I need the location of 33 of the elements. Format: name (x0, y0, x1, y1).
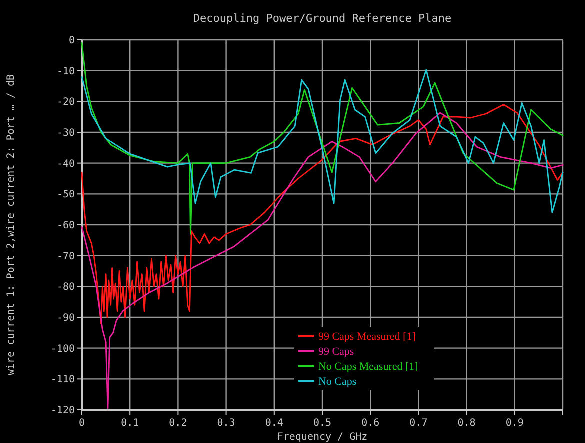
y-tick-label: -90 (56, 313, 75, 324)
y-tick-label: -50 (56, 190, 75, 201)
y-tick-label: -100 (50, 344, 75, 355)
y-tick-label: 0 (68, 36, 75, 46)
y-tick-label: -60 (56, 220, 75, 232)
y-axis-title: wire current 1: Port 2,wire current 2: Port … / dB (6, 74, 17, 376)
y-tick-label: -110 (50, 374, 75, 386)
x-tick-label: 0.6 (362, 418, 380, 429)
line-series (81, 104, 564, 324)
y-tick-label: -80 (56, 282, 75, 294)
line-series (81, 42, 564, 235)
y-tick-label: -70 (56, 251, 75, 262)
chart-title: Decoupling Power/Ground Reference Plane (193, 12, 452, 25)
y-tick-label: -30 (56, 128, 75, 139)
x-axis-title: Frequency / GHz (277, 432, 368, 443)
legend-label: 99 Caps (318, 346, 354, 358)
legend-label: No Caps Measured [1] (318, 360, 418, 373)
legend-label: No Caps (318, 376, 357, 388)
x-tick-label: 0.1 (121, 418, 140, 429)
line-series (81, 69, 564, 214)
x-tick-label: 0.7 (410, 418, 428, 429)
x-tick-label: 0.2 (169, 418, 188, 429)
x-tick-label: 0.3 (217, 418, 236, 429)
y-tick-label: -20 (56, 97, 75, 108)
x-tick-label: 0.4 (265, 418, 284, 429)
y-tick-label: -10 (56, 66, 75, 78)
y-tick-label: -40 (56, 158, 75, 170)
legend-label: 99 Caps Measured [1] (318, 330, 416, 343)
x-tick-label: 0.9 (506, 418, 524, 429)
x-tick-label: 0.5 (313, 418, 332, 429)
x-tick-label: 0.8 (458, 418, 476, 429)
y-tick-label: -120 (50, 406, 75, 416)
x-tick-label: 0 (78, 418, 86, 429)
